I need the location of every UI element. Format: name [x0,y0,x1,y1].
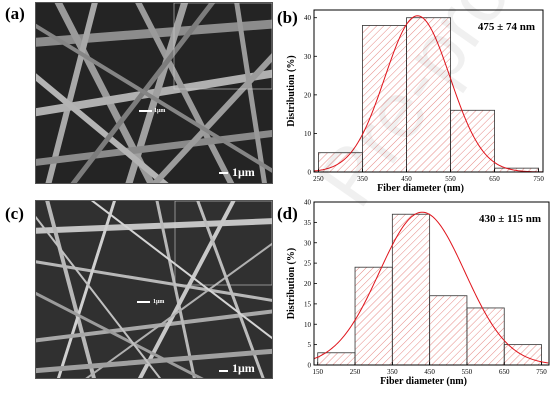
y-tick-label-d-25: 25 [304,260,312,268]
x-tick-label-b-650: 650 [489,175,500,183]
y-tick-label-d-10: 10 [304,321,312,329]
x-tick-label-d-150: 150 [312,368,323,376]
mean-annotation-d: 430 ± 115 nm [479,213,541,225]
x-tick-label-b-550: 550 [445,175,456,183]
x-tick-label-d-350: 350 [387,368,398,376]
histogram-bar-d-3 [429,295,468,366]
x-tick-label-b-450: 450 [401,175,412,183]
x-axis-label-b: Fiber diameter (nm) [377,183,464,194]
y-tick-label-d-35: 35 [304,219,312,227]
y-axis-label-d: Distribution (%) [286,248,297,319]
panel-label-c: (c) [5,204,24,223]
histogram-bar-d-1 [354,266,393,366]
sem-fibers-c [36,201,272,378]
y-tick-label-b-10: 10 [304,130,312,138]
panel-label-a: (a) [5,4,25,23]
x-tick-label-d-750: 750 [536,368,547,376]
x-tick-label-b-750: 750 [533,175,544,183]
x-tick-label-b-250: 250 [313,175,324,183]
inset-scale-label-c: 1μm [153,299,165,305]
histogram-b-svg: 0 10 20 30 40 250 350 450 550 650 750 Fiber diamete… [286,9,544,194]
y-tick-label-b-0: 0 [308,169,312,177]
sem-fibers-a [36,3,272,183]
y-tick-label-d-15: 15 [304,300,312,308]
y-tick-label-d-20: 20 [304,280,312,288]
y-tick-label-d-0: 0 [308,362,312,370]
sem-image-c: 1μm 1μm [35,200,273,379]
histogram-b: 0 10 20 30 40 250 350 450 550 650 750 Fiber diamete… [275,0,554,200]
histogram-bar-d-2 [391,213,431,366]
histogram-bar-b-2 [406,17,451,173]
histogram-bar-b-3 [450,109,495,173]
scale-bar-label-a: 1μm [232,165,255,179]
histogram-bar-d-4 [466,307,505,366]
histogram-d-svg: 0 5 10 15 20 25 30 35 40 150 250 350 450 550 650 750 Fib… [286,199,550,387]
scale-bar-label-c: 1μm [232,361,255,375]
histogram-d: 0 5 10 15 20 25 30 35 40 150 250 350 450 550 650 750 Fib… [275,196,554,401]
plot-frame-b [313,9,544,173]
y-tick-label-d-5: 5 [308,341,312,349]
x-tick-label-d-250: 250 [350,368,361,376]
inset-scale-label-a: 1μm [154,108,166,114]
sem-image-a: 1μm 1μm [35,2,273,184]
x-tick-label-d-450: 450 [424,368,435,376]
x-tick-label-b-350: 350 [357,175,368,183]
histogram-bar-b-1 [362,25,407,173]
panel-label-b: (b) [277,8,298,27]
x-tick-label-d-550: 550 [462,368,473,376]
fit-curve-b [313,15,544,173]
y-tick-label-d-40: 40 [304,199,312,207]
y-tick-label-b-20: 20 [304,91,312,99]
fit-curve-d [313,211,549,364]
panel-label-d: (d) [277,204,298,223]
y-tick-label-b-40: 40 [304,14,312,22]
y-tick-label-b-30: 30 [304,53,312,61]
y-tick-label-d-30: 30 [304,239,312,247]
x-axis-label-d: Fiber diameter (nm) [380,376,467,387]
y-axis-label-b: Distribution (%) [286,55,297,126]
x-tick-label-d-650: 650 [499,368,510,376]
mean-annotation-b: 475 ± 74 nm [478,21,535,33]
